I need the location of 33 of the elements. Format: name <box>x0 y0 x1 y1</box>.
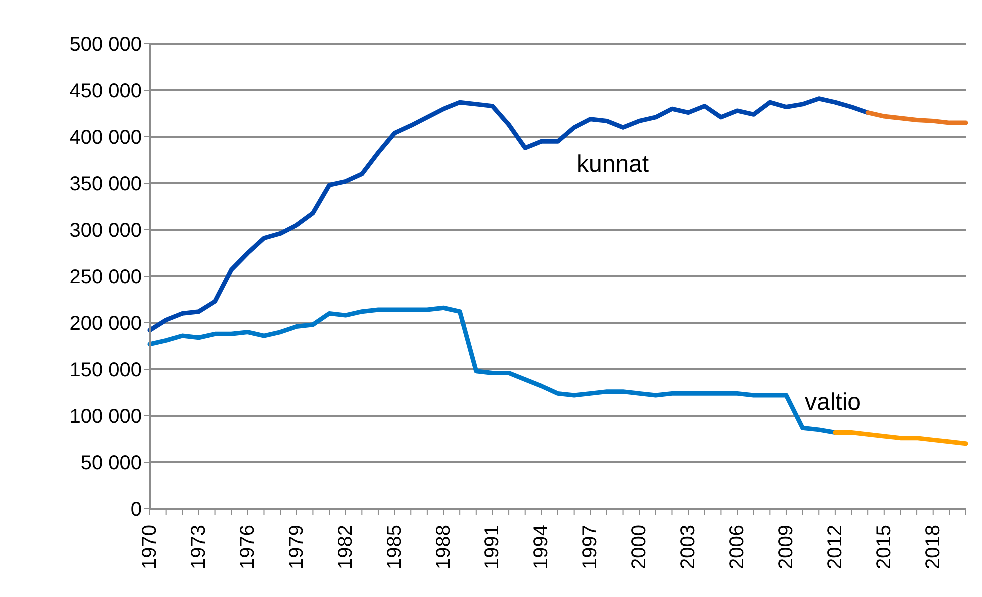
y-tick-label: 500 000 <box>70 34 142 56</box>
y-tick-label: 450 000 <box>70 80 142 103</box>
x-tick-label: 1991 <box>482 525 504 570</box>
y-tick-label: 0 <box>130 499 142 522</box>
x-tick-label: 2009 <box>775 525 798 570</box>
series-label: kunnat <box>577 151 650 178</box>
y-tick-label: 350 000 <box>70 174 142 196</box>
x-tick-label: 1985 <box>384 525 406 570</box>
y-tick-label: 150 000 <box>70 360 142 382</box>
x-tick-label: 1973 <box>188 525 210 570</box>
x-tick-label: 1976 <box>236 525 259 570</box>
y-tick-label: 100 000 <box>70 406 142 428</box>
line-series <box>148 96 870 333</box>
x-tick-label: 1970 <box>139 525 161 570</box>
x-tick-label: 2015 <box>873 525 896 570</box>
x-tick-label: 2012 <box>824 525 846 570</box>
y-tick-label: 300 000 <box>70 220 142 242</box>
y-tick-label: 250 000 <box>70 266 142 289</box>
x-tick-label: 1979 <box>286 525 308 570</box>
x-tick-label: 2003 <box>678 525 700 570</box>
series-label: valtio <box>805 389 862 416</box>
x-tick-label: 2006 <box>726 525 749 570</box>
line-series <box>866 110 968 126</box>
y-tick-label: 50 000 <box>80 452 142 475</box>
x-tick-label: 1997 <box>580 525 602 570</box>
x-tick-label: 1988 <box>432 525 455 570</box>
y-tick-label: 400 000 <box>70 127 142 150</box>
x-tick-label: 1982 <box>334 525 357 570</box>
x-tick-label: 2018 <box>922 525 944 570</box>
x-tick-label: 1994 <box>530 525 553 570</box>
line-series <box>833 430 968 446</box>
y-tick-label: 200 000 <box>70 313 142 336</box>
x-tick-label: 2000 <box>628 525 651 570</box>
